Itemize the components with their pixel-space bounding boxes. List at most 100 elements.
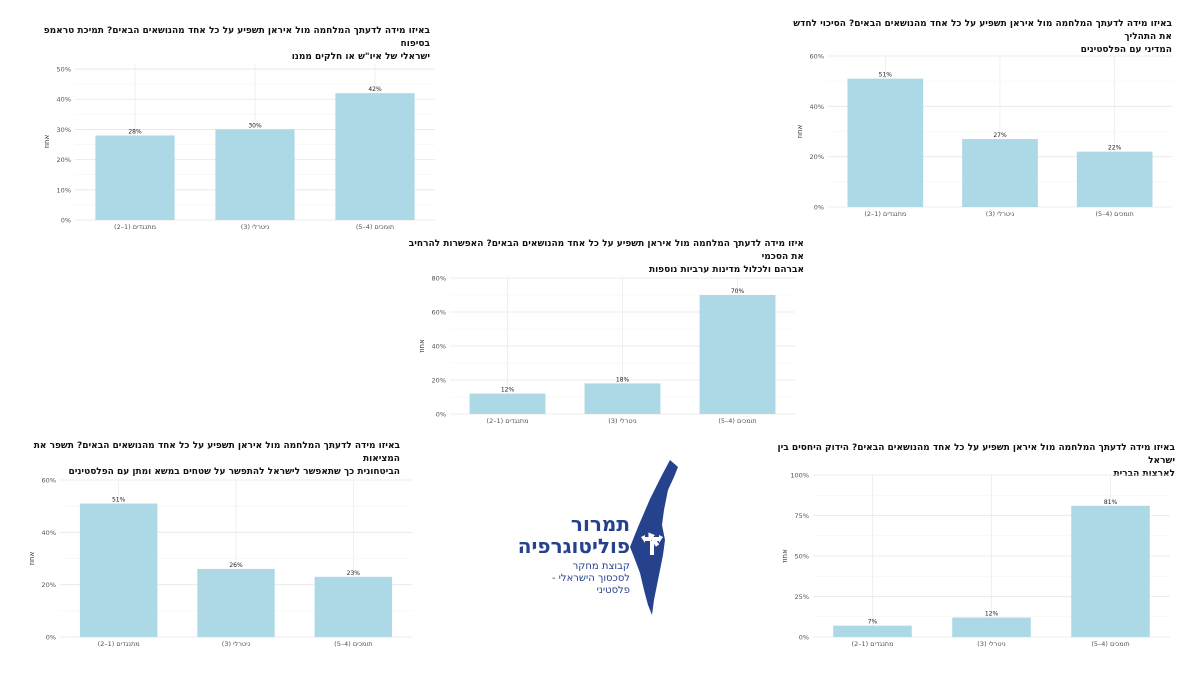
chart-title-line-1: באיזו מידה לדעתך המלחמה מול איראן תשפיע … <box>43 26 430 49</box>
chart-plot: 0% 20% 40% 60% אחוז 51% מתנגדים (1–2) 27% ניטרלי… <box>796 53 1172 218</box>
chart-annexation-support: באיזו מידה לדעתך המלחמה מול איראן תשפיע … <box>30 25 440 235</box>
x-tick-label: תומכים (4–5) <box>356 223 394 231</box>
data-label: 23% <box>347 570 361 577</box>
chart-title-line-2: המדיני עם הפלסטינים <box>1080 45 1172 55</box>
x-tick-label: ניטרלי (3) <box>222 640 250 648</box>
chart-political-process: באיזו מידה לדעתך המלחמה מול איראן תשפיע … <box>790 18 1180 226</box>
bar <box>833 625 912 637</box>
x-tick-label: ניטרלי (3) <box>977 640 1005 648</box>
chart-plot: 0% 20% 40% 60% אחוז 51% מתנגדים (1–2) 26% ניטרלי… <box>28 477 412 648</box>
chart-security-reality: באיזו מידה לדעתך המלחמה מול איראן תשפיע … <box>20 440 420 652</box>
data-label: 7% <box>868 619 878 626</box>
y-tick-label: 0% <box>46 634 56 642</box>
y-tick-label: 75% <box>795 512 809 520</box>
chart-plot: 0% 25% 50% 75% 100% אחוז 7% מתנגדים (1–2) 12% ניט… <box>781 472 1170 648</box>
y-tick-label: 30% <box>57 126 71 134</box>
bar <box>335 93 415 220</box>
y-tick-label: 0% <box>814 204 824 212</box>
y-tick-label: 20% <box>432 377 446 385</box>
x-tick-label: ניטרלי (3) <box>241 223 269 231</box>
chart-plot: 0% 20% 40% 60% 80% אחוז 12% מתנגדים (1–2) 18% ניט… <box>418 275 795 425</box>
y-tick-label: 100% <box>790 472 809 480</box>
y-axis-label: אחוז <box>28 551 36 565</box>
y-tick-label: 40% <box>42 529 56 537</box>
data-label: 26% <box>229 562 243 569</box>
data-label: 42% <box>368 86 382 93</box>
y-tick-label: 50% <box>795 553 809 561</box>
chart-title: באיזו מידה לדעתך המלחמה מול איראן תשפיע … <box>20 440 420 479</box>
logo-sub-line-2: לסכסוך הישראלי - פלסטיני <box>551 573 630 596</box>
bar <box>699 295 776 414</box>
chart-title-line-1: באיזו מידה לדעתך המלחמה מול איראן תשפיע … <box>33 441 400 464</box>
x-tick-label: מתנגדים (1–2) <box>852 640 894 648</box>
chart-title-line-1: באיזו מידה לדעתך המלחמה מול איראן תשפיע … <box>777 443 1175 466</box>
bar <box>215 129 295 220</box>
x-tick-label: מתנגדים (1–2) <box>487 417 529 425</box>
bar <box>314 576 393 637</box>
y-tick-label: 60% <box>432 309 446 317</box>
y-tick-label: 80% <box>432 275 446 283</box>
data-label: 12% <box>985 611 999 618</box>
chart-title-line-2: לארצות הברית <box>1113 469 1175 479</box>
bar <box>469 393 546 414</box>
chart-abraham-accords: איזו מידה לדעתך המלחמה מול איראן תשפיע ע… <box>400 238 810 430</box>
x-tick-label: מתנגדים (1–2) <box>864 210 906 218</box>
data-label: 28% <box>128 128 142 135</box>
bar <box>962 139 1038 207</box>
y-tick-label: 20% <box>810 153 824 161</box>
logo-name-line-1: תמרור <box>570 512 630 536</box>
y-axis-label: אחוז <box>781 549 789 563</box>
chart-title-line-2: הביטחונית כך שתאפשר לישראל להתפשר על שטח… <box>68 467 400 477</box>
data-label: 51% <box>112 497 126 504</box>
y-tick-label: 20% <box>42 581 56 589</box>
y-tick-label: 20% <box>57 156 71 164</box>
data-label: 12% <box>501 387 515 394</box>
israel-map-icon <box>630 460 678 615</box>
y-tick-label: 60% <box>42 477 56 485</box>
x-tick-label: ניטרלי (3) <box>608 417 636 425</box>
y-tick-label: 40% <box>810 103 824 111</box>
x-tick-label: תומכים (4–5) <box>1095 210 1133 218</box>
data-label: 22% <box>1108 145 1122 152</box>
y-axis-label: אחוז <box>796 124 804 138</box>
data-label: 70% <box>731 288 745 295</box>
bar <box>584 383 661 414</box>
y-tick-label: 10% <box>57 186 71 194</box>
y-axis-label: אחוז <box>418 339 426 353</box>
y-axis-label: אחוז <box>43 134 51 148</box>
chart-title-line-2: ישראלי של איו"ש או חלקים ממנו <box>291 52 430 62</box>
y-tick-label: 60% <box>810 53 824 61</box>
logo-sub-line-1: קבוצת מחקר <box>572 561 630 572</box>
y-tick-label: 0% <box>799 634 809 642</box>
x-tick-label: מתנגדים (1–2) <box>98 640 140 648</box>
bar <box>79 503 158 637</box>
tamrur-politography-logo: תמרור פוליטוגרפיה קבוצת מחקר לסכסוך הישר… <box>517 455 690 620</box>
data-label: 81% <box>1104 499 1118 506</box>
x-tick-label: תומכים (4–5) <box>718 417 756 425</box>
chart-title: באיזו מידה לדעתך המלחמה מול איראן תשפיע … <box>790 18 1180 57</box>
bar <box>952 617 1031 637</box>
chart-title: באיזו מידה לדעתך המלחמה מול איראן תשפיע … <box>775 442 1180 481</box>
y-tick-label: 0% <box>61 217 71 225</box>
y-tick-label: 50% <box>57 66 71 74</box>
chart-title: איזו מידה לדעתך המלחמה מול איראן תשפיע ע… <box>400 238 810 277</box>
x-tick-label: תומכים (4–5) <box>334 640 372 648</box>
x-tick-label: מתנגדים (1–2) <box>114 223 156 231</box>
chart-us-relations: באיזו מידה לדעתך המלחמה מול איראן תשפיע … <box>775 442 1180 654</box>
chart-title-line-1: איזו מידה לדעתך המלחמה מול איראן תשפיע ע… <box>408 239 804 262</box>
chart-title: באיזו מידה לדעתך המלחמה מול איראן תשפיע … <box>30 25 440 64</box>
chart-plot: 0% 10% 20% 30% 40% 50% אחוז 28% מתנגדים (1–2) 30%… <box>43 63 435 231</box>
data-label: 30% <box>248 122 262 129</box>
y-tick-label: 40% <box>432 343 446 351</box>
data-label: 27% <box>993 132 1007 139</box>
chart-title-line-1: באיזו מידה לדעתך המלחמה מול איראן תשפיע … <box>793 19 1172 42</box>
chart-title-line-2: אברהם ולכלול מדינות ערביות נוספות <box>648 265 804 275</box>
data-label: 18% <box>616 376 630 383</box>
logo-name-line-2: פוליטוגרפיה <box>517 534 630 558</box>
y-tick-label: 0% <box>436 411 446 419</box>
data-label: 51% <box>879 72 893 79</box>
bar <box>1076 151 1153 207</box>
x-tick-label: ניטרלי (3) <box>986 210 1014 218</box>
y-tick-label: 25% <box>795 593 809 601</box>
x-tick-label: תומכים (4–5) <box>1091 640 1129 648</box>
